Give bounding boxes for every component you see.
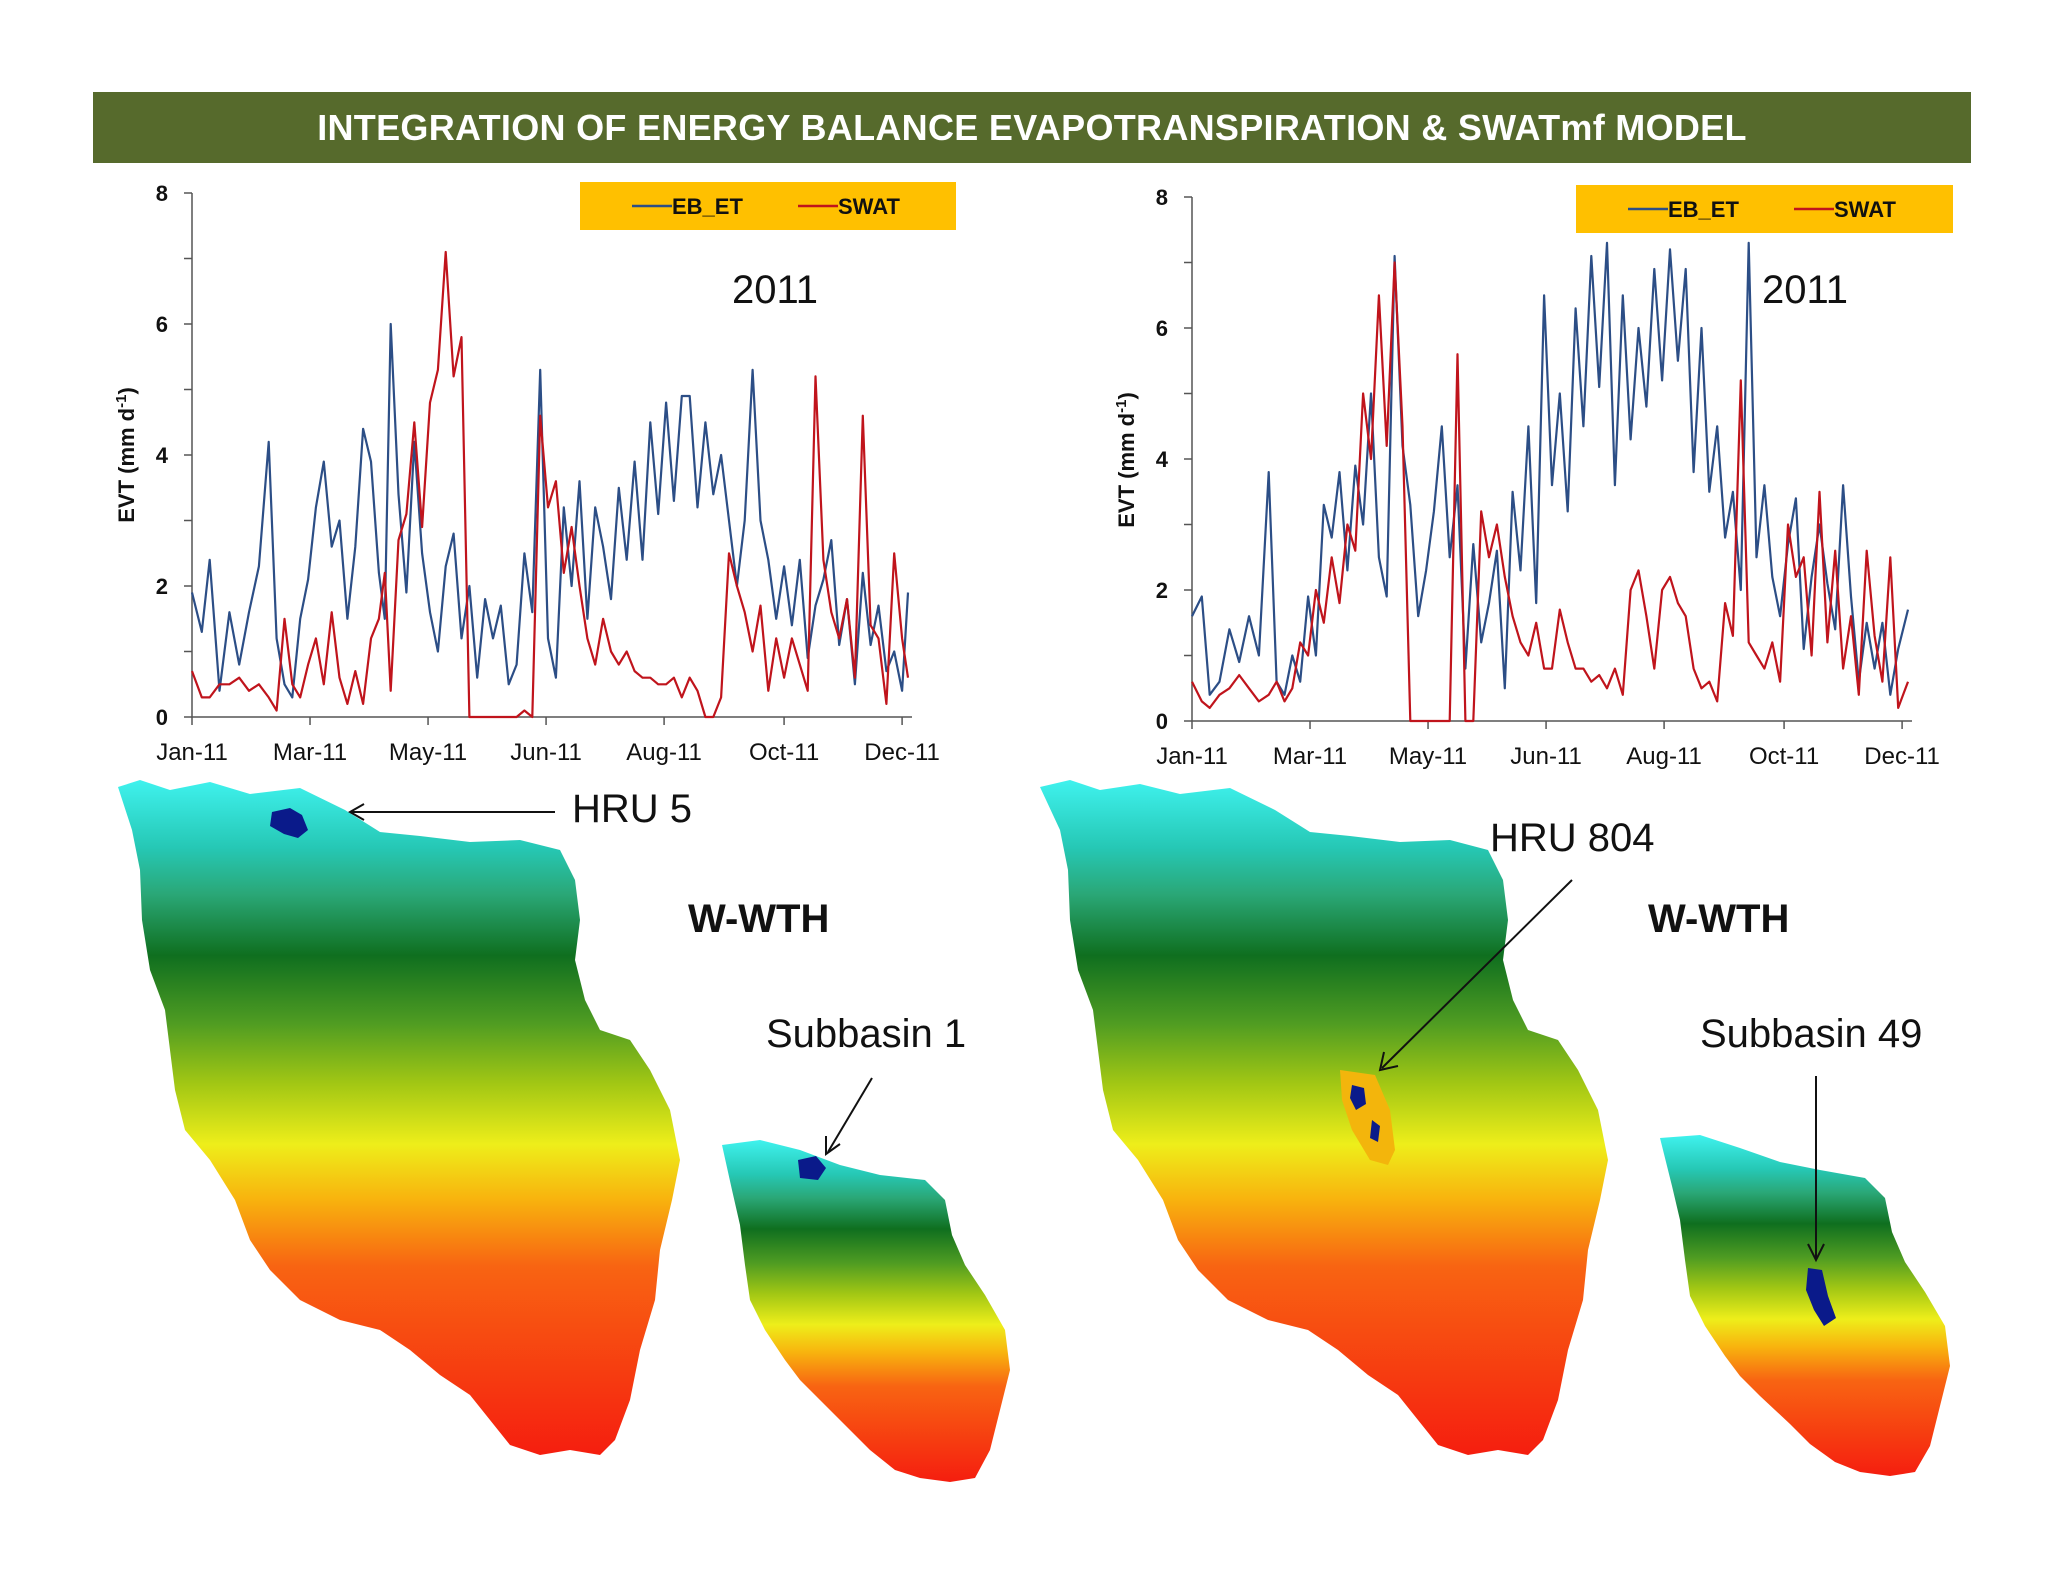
x-tick-label: Mar-11 — [273, 739, 347, 766]
subbasin-49-patch — [1806, 1268, 1836, 1326]
x-tick-label: Mar-11 — [1273, 743, 1347, 770]
y-tick-label: 0 — [156, 705, 168, 730]
x-tick-label: Jun-11 — [1510, 743, 1582, 770]
chart-title: 2011 — [1762, 268, 1848, 312]
hru-5-patch — [270, 808, 308, 838]
x-tick-label: Aug-11 — [626, 739, 702, 766]
y-tick-label: 4 — [1156, 447, 1169, 472]
legend-label: EB_ET — [1668, 197, 1739, 222]
y-tick-label: 6 — [1156, 316, 1168, 341]
x-tick-label: Dec-11 — [864, 739, 940, 766]
x-tick-label: May-11 — [1389, 743, 1467, 770]
subbasin-1-arrow — [827, 1077, 873, 1153]
watershed-map-left — [118, 780, 1010, 1482]
legend-label: EB_ET — [672, 194, 743, 219]
y-tick-label: 8 — [1156, 185, 1168, 210]
subbasin-1-label: Subbasin 1 — [766, 1012, 967, 1056]
hru-804-label: HRU 804 — [1490, 816, 1655, 860]
x-tick-label: May-11 — [389, 739, 467, 766]
y-axis-label: EVT (mm d-1) — [113, 387, 140, 523]
watershed-shape — [1040, 780, 1608, 1455]
chart-title: 2011 — [732, 268, 818, 312]
y-axis-label: EVT (mm d-1) — [1113, 392, 1140, 528]
x-tick-label: Oct-11 — [1749, 743, 1819, 770]
x-tick-label: Jan-11 — [156, 739, 228, 766]
x-tick-label: Aug-11 — [1626, 743, 1702, 770]
y-tick-label: 2 — [156, 574, 168, 599]
series-line-swat — [190, 250, 910, 719]
hru-804-arrow — [1381, 879, 1573, 1069]
evt-chart-right: 0 2 4 6 8 Jan-11 Mar-11 May-11 Jun-11 Aug-11 Oct-1… — [1113, 185, 1953, 770]
subbasin-watershed-shape — [722, 1140, 1010, 1482]
legend-label: SWAT — [838, 194, 900, 219]
subbasin-1-patch — [798, 1156, 826, 1180]
x-tick-label: Dec-11 — [1864, 743, 1940, 770]
y-tick-label: 4 — [156, 443, 169, 468]
series-line-swat — [1191, 261, 1910, 723]
y-tick-label: 8 — [156, 181, 168, 206]
watershed-shape — [118, 780, 680, 1455]
watershed-map-right — [1040, 780, 1950, 1476]
x-tick-label: Jan-11 — [1156, 743, 1228, 770]
subbasin-49-label: Subbasin 49 — [1700, 1012, 1923, 1056]
y-tick-label: 2 — [1156, 578, 1168, 603]
hru-5-label: HRU 5 — [572, 787, 693, 831]
page-title-banner: INTEGRATION OF ENERGY BALANCE EVAPOTRANS… — [93, 92, 1971, 163]
y-tick-label: 0 — [1156, 709, 1168, 734]
page-title: INTEGRATION OF ENERGY BALANCE EVAPOTRANS… — [317, 106, 1747, 148]
hru-804-dots — [1350, 1085, 1380, 1142]
x-tick-label: Jun-11 — [510, 739, 582, 766]
subbasin-watershed-shape — [1660, 1135, 1950, 1476]
right-watershed-label: W-WTH — [1648, 897, 1790, 941]
legend-label: SWAT — [1834, 197, 1896, 222]
x-tick-label: Oct-11 — [749, 739, 819, 766]
series-line-eb_et — [190, 322, 910, 699]
left-watershed-label: W-WTH — [688, 897, 830, 941]
evt-chart-left: 0 2 4 6 8 Jan-11 Mar-11 May-11 Jun-11 Aug-11 Oct-1… — [113, 181, 956, 766]
y-tick-label: 6 — [156, 312, 168, 337]
